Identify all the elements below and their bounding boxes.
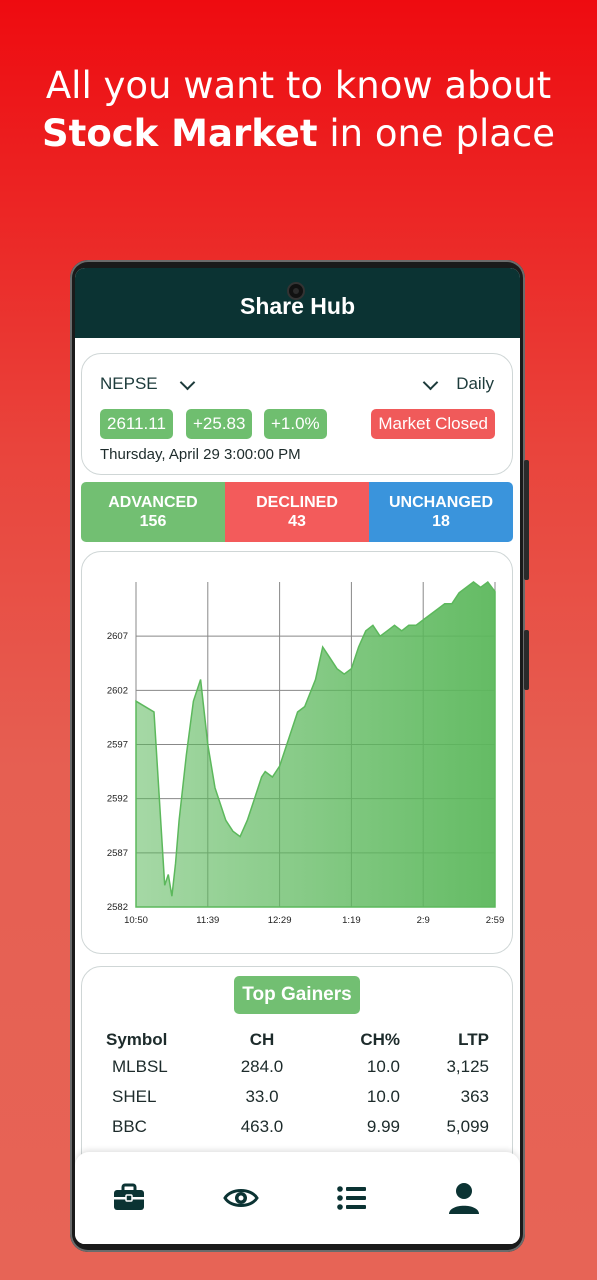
app-bar: Share Hub [75,268,520,338]
unchanged-value: 18 [432,513,450,530]
row-ltp: 3,125 [446,1057,489,1076]
declined-value: 43 [288,513,306,530]
y-tick-label: 2587 [107,848,128,859]
row-ch-pct: 10.0 [366,1087,400,1106]
promo-headline: All you want to know about Stock Market … [0,62,597,158]
phone-frame: Share Hub NEPSE Daily 2611.11 +25.83 +1.… [70,260,529,1252]
row-ch-pct: 10.0 [366,1057,400,1076]
x-tick-label: 10:50 [124,915,148,926]
row-ch: 33.0 [245,1087,279,1106]
y-tick-label: 2602 [107,685,128,696]
headline-bold: Stock Market [41,112,318,155]
header-ltp: LTP [458,1030,489,1049]
index-value-badge: 2611.11 [100,409,173,439]
chevron-down-icon[interactable] [422,374,439,391]
watchlist-icon[interactable] [223,1180,259,1216]
row-ch: 463.0 [240,1117,284,1136]
header-ch: CH [249,1030,275,1049]
chevron-down-icon[interactable] [179,374,196,391]
index-area-chart[interactable]: 10:50 11:39 12:29 1:19 2:9 2:59 2582 2587 2592 25… [82,552,514,955]
portfolio-icon[interactable] [111,1180,147,1216]
unchanged-count[interactable]: UNCHANGED 18 [369,482,513,542]
header-ch-pct: CH% [360,1030,400,1049]
row-ch-pct: 9.99 [366,1117,400,1136]
advanced-label: ADVANCED [108,494,198,511]
advanced-value: 156 [139,513,167,530]
app-screen: Share Hub NEPSE Daily 2611.11 +25.83 +1.… [75,268,520,1244]
y-tick-label: 2592 [107,794,128,805]
row-ltp: 5,099 [446,1117,489,1136]
profile-icon[interactable] [446,1180,482,1216]
unchanged-label: UNCHANGED [389,494,493,511]
x-tick-label: 2:9 [417,915,430,926]
phone-side-button [524,630,529,690]
declined-label: DECLINED [256,494,338,511]
index-change-pct-badge: +1.0% [264,409,327,439]
x-tick-label: 1:19 [342,915,361,926]
y-tick-label: 2582 [107,902,128,913]
advanced-count[interactable]: ADVANCED 156 [81,482,225,542]
x-tick-label: 11:39 [196,915,219,926]
chart-area-series [135,580,496,908]
index-selector[interactable]: NEPSE [100,374,158,393]
index-change-badge: +25.83 [186,409,253,439]
bottom-navigation [75,1152,520,1244]
x-tick-label: 12:29 [268,915,292,926]
index-summary-card: NEPSE Daily 2611.11 +25.83 +1.0% Market … [81,353,513,475]
declined-count[interactable]: DECLINED 43 [225,482,369,542]
row-symbol: BBC [112,1117,147,1136]
header-symbol: Symbol [106,1030,168,1049]
market-status-badge: Market Closed [371,409,495,439]
list-icon[interactable] [334,1180,370,1216]
headline-rest: in one place [317,112,556,155]
y-tick-label: 2597 [107,740,128,751]
index-chart-card: 10:50 11:39 12:29 1:19 2:9 2:59 2582 2587 2592 25… [81,551,513,954]
row-ltp: 363 [460,1087,489,1106]
row-ch: 284.0 [240,1057,284,1076]
top-gainers-title[interactable]: Top Gainers [234,976,360,1014]
headline-line2: Stock Market in one place [0,110,597,158]
market-breadth-bar: ADVANCED 156 DECLINED 43 UNCHANGED 18 [81,482,513,542]
period-selector[interactable]: Daily [456,374,494,393]
x-tick-label: 2:59 [486,915,505,926]
y-tick-label: 2607 [107,631,128,642]
headline-line1: All you want to know about [45,64,552,107]
row-symbol: MLBSL [112,1057,168,1076]
row-symbol: SHEL [112,1087,157,1106]
last-updated-text: Thursday, April 29 3:00:00 PM [100,446,301,463]
phone-side-button [524,460,529,580]
front-camera [287,282,305,300]
